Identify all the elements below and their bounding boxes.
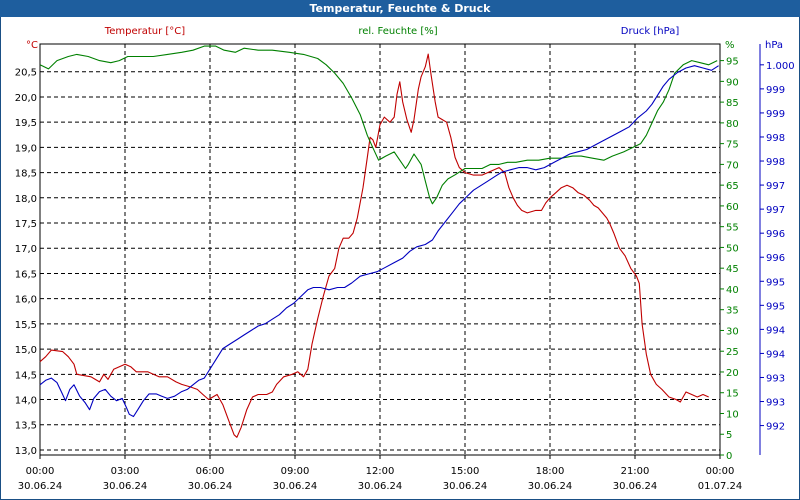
- humidity-tick-label: 60: [726, 202, 739, 213]
- temperature-tick-label: 19,0: [15, 143, 37, 154]
- grid: [40, 44, 720, 455]
- humidity-axis-title: rel. Feuchte [%]: [358, 26, 437, 37]
- x-tick-time-label: 00:00: [706, 466, 735, 477]
- humidity-tick-label: 35: [726, 306, 739, 317]
- pressure-tick-label: 994: [766, 325, 785, 336]
- x-tick-time-label: 18:00: [536, 466, 565, 477]
- pressure-tick-label: 999: [766, 109, 785, 120]
- x-tick-date-label: 30.06.24: [443, 481, 488, 492]
- humidity-tick-label: 50: [726, 243, 739, 254]
- temperature-tick-label: 17,0: [15, 244, 37, 255]
- temperature-tick-label: 16,5: [15, 269, 37, 280]
- pressure-tick-label: 996: [766, 253, 785, 264]
- humidity-tick-label: 10: [726, 409, 739, 420]
- x-tick-date-label: 30.06.24: [273, 481, 318, 492]
- temperature-tick-label: 18,0: [15, 194, 37, 205]
- pressure-tick-label: 995: [766, 301, 785, 312]
- humidity-tick-label: 40: [726, 285, 739, 296]
- pressure-unit-label: hPa: [765, 40, 783, 51]
- series-lines: [40, 46, 719, 437]
- humidity-tick-label: 45: [726, 264, 739, 275]
- x-tick-date-label: 30.06.24: [188, 481, 233, 492]
- pressure-tick-label: 992: [766, 422, 785, 433]
- x-tick-time-label: 09:00: [281, 466, 310, 477]
- temperature-tick-label: 19,5: [15, 118, 37, 129]
- pressure-tick-label: 998: [766, 157, 785, 168]
- pressure-tick-label: 999: [766, 85, 785, 96]
- humidity-series-line: [40, 46, 717, 204]
- temperature-axis-title: Temperatur [°C]: [104, 26, 185, 37]
- pressure-tick-label: 997: [766, 205, 785, 216]
- humidity-tick-label: 55: [726, 223, 739, 234]
- x-tick-date-label: 30.06.24: [103, 481, 148, 492]
- x-tick-date-label: 30.06.24: [528, 481, 573, 492]
- labels: 00:00 30.06.24 03:00 30.06.24 06:00 30.06.24 0…: [15, 26, 795, 492]
- temperature-tick-label: 13,5: [15, 421, 37, 432]
- x-tick-time-label: 12:00: [366, 466, 395, 477]
- pressure-tick-label: 996: [766, 229, 785, 240]
- humidity-tick-label: 80: [726, 119, 739, 130]
- x-tick-date-label: 30.06.24: [18, 481, 63, 492]
- pressure-tick-label: 993: [766, 373, 785, 384]
- x-tick-date-label: 01.07.24: [698, 481, 743, 492]
- temperature-tick-label: 15,0: [15, 345, 37, 356]
- axes: [40, 44, 764, 459]
- humidity-tick-label: 90: [726, 77, 739, 88]
- temperature-tick-label: 17,5: [15, 219, 37, 230]
- temperature-tick-label: 15,5: [15, 320, 37, 331]
- humidity-tick-label: 0: [726, 451, 732, 462]
- pressure-tick-label: 1.000: [766, 61, 795, 72]
- temperature-tick-label: 13,0: [15, 446, 37, 457]
- pressure-tick-label: 998: [766, 133, 785, 144]
- humidity-tick-label: 75: [726, 140, 739, 151]
- x-tick-date-label: 30.06.24: [613, 481, 658, 492]
- temperature-unit-label: °C: [26, 40, 38, 51]
- pressure-tick-label: 993: [766, 398, 785, 409]
- humidity-tick-label: 5: [726, 430, 732, 441]
- temperature-tick-label: 18,5: [15, 169, 37, 180]
- x-tick-time-label: 03:00: [111, 466, 140, 477]
- temperature-tick-label: 16,0: [15, 295, 37, 306]
- humidity-tick-label: 65: [726, 181, 739, 192]
- pressure-tick-label: 994: [766, 349, 785, 360]
- x-tick-time-label: 21:00: [621, 466, 650, 477]
- x-tick-date-label: 30.06.24: [358, 481, 403, 492]
- humidity-tick-label: 95: [726, 57, 739, 68]
- temperature-tick-label: 14,5: [15, 370, 37, 381]
- temperature-tick-label: 20,5: [15, 68, 37, 79]
- temperature-tick-label: 20,0: [15, 93, 37, 104]
- temperature-series-line: [40, 54, 709, 437]
- x-tick-time-label: 06:00: [196, 466, 225, 477]
- humidity-tick-label: 25: [726, 347, 739, 358]
- x-tick-time-label: 00:00: [26, 466, 55, 477]
- humidity-tick-label: 15: [726, 389, 739, 400]
- humidity-unit-label: %: [725, 40, 735, 51]
- humidity-tick-label: 85: [726, 98, 739, 109]
- temperature-tick-label: 14,0: [15, 396, 37, 407]
- pressure-axis-title: Druck [hPa]: [621, 26, 680, 37]
- humidity-tick-label: 20: [726, 368, 739, 379]
- humidity-tick-label: 70: [726, 160, 739, 171]
- pressure-tick-label: 995: [766, 277, 785, 288]
- humidity-tick-label: 30: [726, 326, 739, 337]
- pressure-tick-label: 997: [766, 181, 785, 192]
- x-tick-time-label: 15:00: [451, 466, 480, 477]
